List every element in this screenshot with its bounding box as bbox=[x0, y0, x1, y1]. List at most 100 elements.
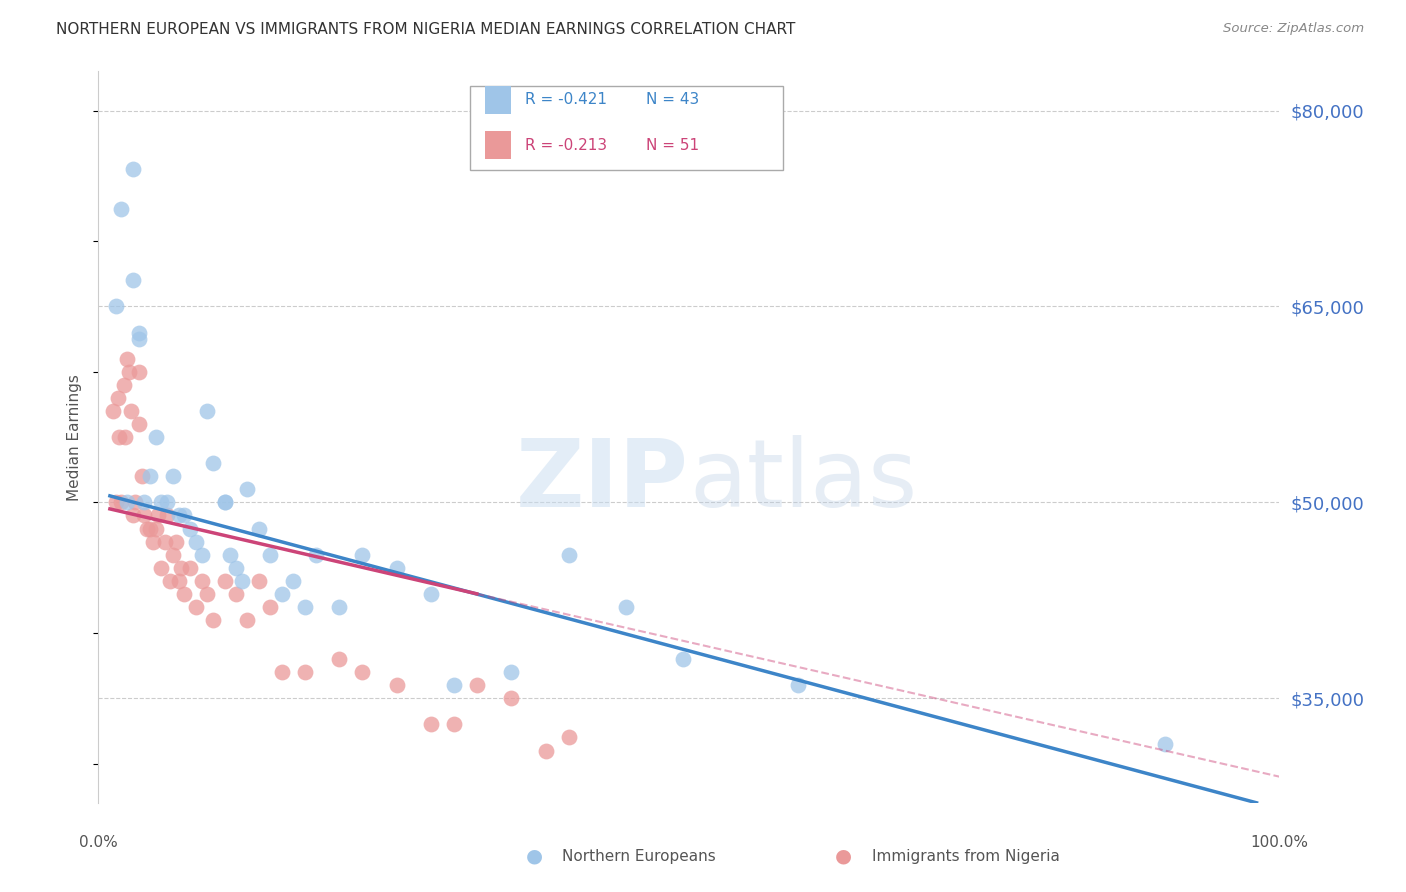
Northern Europeans bbox=[672, 652, 695, 666]
Immigrants from Nigeria bbox=[420, 717, 443, 731]
Northern Europeans bbox=[190, 548, 212, 562]
Immigrants from Nigeria bbox=[146, 508, 169, 523]
Immigrants from Nigeria bbox=[135, 521, 157, 535]
Immigrants from Nigeria bbox=[184, 599, 207, 614]
Text: 0.0%: 0.0% bbox=[79, 836, 118, 850]
Northern Europeans bbox=[184, 534, 207, 549]
Northern Europeans bbox=[259, 548, 281, 562]
Northern Europeans bbox=[352, 548, 374, 562]
Text: Northern Europeans: Northern Europeans bbox=[562, 849, 716, 863]
Text: ●: ● bbox=[526, 847, 543, 866]
Text: R = -0.213: R = -0.213 bbox=[524, 137, 607, 153]
Immigrants from Nigeria bbox=[173, 587, 195, 601]
Northern Europeans bbox=[145, 430, 167, 444]
Immigrants from Nigeria bbox=[134, 508, 156, 523]
Text: R = -0.421: R = -0.421 bbox=[524, 93, 607, 107]
Northern Europeans bbox=[173, 508, 195, 523]
Northern Europeans bbox=[195, 404, 218, 418]
Northern Europeans bbox=[270, 587, 292, 601]
Immigrants from Nigeria bbox=[120, 404, 142, 418]
Immigrants from Nigeria bbox=[121, 508, 143, 523]
Northern Europeans bbox=[557, 548, 579, 562]
Northern Europeans bbox=[110, 202, 132, 216]
Immigrants from Nigeria bbox=[124, 495, 146, 509]
Immigrants from Nigeria bbox=[259, 599, 281, 614]
Immigrants from Nigeria bbox=[352, 665, 374, 680]
Northern Europeans bbox=[294, 599, 316, 614]
Bar bbox=[485, 86, 510, 114]
Northern Europeans bbox=[121, 162, 143, 177]
Immigrants from Nigeria bbox=[214, 574, 236, 588]
Immigrants from Nigeria bbox=[225, 587, 247, 601]
Immigrants from Nigeria bbox=[465, 678, 488, 692]
Northern Europeans bbox=[501, 665, 523, 680]
Northern Europeans bbox=[1153, 737, 1175, 751]
Immigrants from Nigeria bbox=[328, 652, 350, 666]
Northern Europeans bbox=[128, 332, 150, 346]
Immigrants from Nigeria bbox=[104, 495, 127, 509]
Immigrants from Nigeria bbox=[112, 377, 135, 392]
Immigrants from Nigeria bbox=[501, 691, 523, 706]
Text: ZIP: ZIP bbox=[516, 435, 689, 527]
Immigrants from Nigeria bbox=[153, 534, 176, 549]
Northern Europeans bbox=[231, 574, 253, 588]
Northern Europeans bbox=[167, 508, 190, 523]
Immigrants from Nigeria bbox=[107, 391, 129, 405]
Immigrants from Nigeria bbox=[443, 717, 465, 731]
Text: ●: ● bbox=[835, 847, 852, 866]
Immigrants from Nigeria bbox=[128, 417, 150, 431]
Northern Europeans bbox=[134, 495, 156, 509]
Immigrants from Nigeria bbox=[162, 548, 184, 562]
Immigrants from Nigeria bbox=[159, 574, 181, 588]
Northern Europeans bbox=[236, 483, 259, 497]
Immigrants from Nigeria bbox=[202, 613, 225, 627]
Text: Source: ZipAtlas.com: Source: ZipAtlas.com bbox=[1223, 22, 1364, 36]
Northern Europeans bbox=[214, 495, 236, 509]
Y-axis label: Median Earnings: Median Earnings bbox=[67, 374, 83, 500]
Immigrants from Nigeria bbox=[165, 534, 187, 549]
Immigrants from Nigeria bbox=[131, 469, 153, 483]
Northern Europeans bbox=[283, 574, 305, 588]
Northern Europeans bbox=[121, 273, 143, 287]
Immigrants from Nigeria bbox=[139, 521, 162, 535]
Northern Europeans bbox=[162, 469, 184, 483]
Northern Europeans bbox=[443, 678, 465, 692]
Text: NORTHERN EUROPEAN VS IMMIGRANTS FROM NIGERIA MEDIAN EARNINGS CORRELATION CHART: NORTHERN EUROPEAN VS IMMIGRANTS FROM NIG… bbox=[56, 22, 796, 37]
Immigrants from Nigeria bbox=[110, 495, 132, 509]
Immigrants from Nigeria bbox=[557, 731, 579, 745]
Immigrants from Nigeria bbox=[128, 365, 150, 379]
Northern Europeans bbox=[115, 495, 138, 509]
Immigrants from Nigeria bbox=[534, 743, 557, 757]
Northern Europeans bbox=[247, 521, 270, 535]
Immigrants from Nigeria bbox=[170, 560, 193, 574]
Immigrants from Nigeria bbox=[150, 560, 173, 574]
Northern Europeans bbox=[179, 521, 201, 535]
Immigrants from Nigeria bbox=[179, 560, 201, 574]
Immigrants from Nigeria bbox=[247, 574, 270, 588]
Northern Europeans bbox=[328, 599, 350, 614]
Northern Europeans bbox=[104, 300, 127, 314]
Text: N = 43: N = 43 bbox=[647, 93, 700, 107]
Northern Europeans bbox=[219, 548, 242, 562]
Northern Europeans bbox=[150, 495, 173, 509]
Immigrants from Nigeria bbox=[145, 521, 167, 535]
Text: atlas: atlas bbox=[689, 435, 917, 527]
Northern Europeans bbox=[139, 469, 162, 483]
Northern Europeans bbox=[385, 560, 408, 574]
Northern Europeans bbox=[420, 587, 443, 601]
Northern Europeans bbox=[305, 548, 328, 562]
Immigrants from Nigeria bbox=[118, 365, 141, 379]
Immigrants from Nigeria bbox=[142, 534, 165, 549]
Northern Europeans bbox=[214, 495, 236, 509]
Immigrants from Nigeria bbox=[385, 678, 408, 692]
Northern Europeans bbox=[225, 560, 247, 574]
Northern Europeans bbox=[202, 456, 225, 470]
Text: Immigrants from Nigeria: Immigrants from Nigeria bbox=[872, 849, 1060, 863]
Immigrants from Nigeria bbox=[236, 613, 259, 627]
Northern Europeans bbox=[156, 495, 179, 509]
Immigrants from Nigeria bbox=[108, 430, 131, 444]
Immigrants from Nigeria bbox=[270, 665, 292, 680]
Immigrants from Nigeria bbox=[195, 587, 218, 601]
Text: N = 51: N = 51 bbox=[647, 137, 700, 153]
Immigrants from Nigeria bbox=[115, 351, 138, 366]
